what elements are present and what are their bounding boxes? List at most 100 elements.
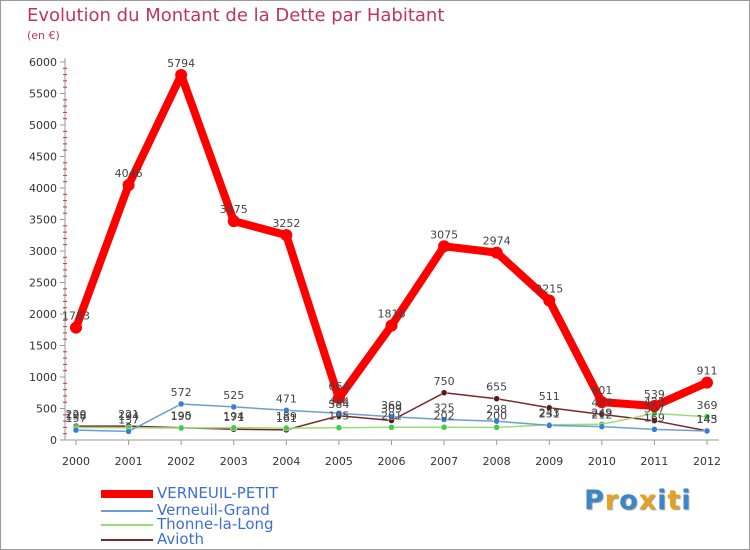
data-label: 307 xyxy=(644,403,665,416)
data-point xyxy=(651,417,658,424)
x-tick-label: 2008 xyxy=(483,455,511,468)
logo-letter: r xyxy=(604,485,620,516)
x-tick-label: 2002 xyxy=(167,455,195,468)
data-point xyxy=(70,321,82,334)
data-label: 1783 xyxy=(62,310,90,323)
data-point xyxy=(440,389,448,396)
x-tick-label: 2010 xyxy=(588,455,616,468)
data-point xyxy=(490,246,503,259)
data-point xyxy=(283,407,290,414)
data-point xyxy=(177,400,185,408)
data-label: 143 xyxy=(697,413,718,426)
data-point xyxy=(598,411,606,418)
data-label: 572 xyxy=(171,386,192,399)
legend-swatch xyxy=(101,490,153,498)
legend-swatch xyxy=(101,524,153,526)
x-tick-label: 2003 xyxy=(220,455,248,468)
x-tick-label: 2001 xyxy=(115,455,143,468)
chart-title: Evolution du Montant de la Dette par Hab… xyxy=(27,5,445,26)
data-label: 189 xyxy=(276,410,297,423)
data-point xyxy=(332,392,345,405)
data-point xyxy=(177,424,185,432)
data-label: 309 xyxy=(381,403,402,416)
data-label: 157 xyxy=(66,412,87,425)
data-label: 190 xyxy=(171,410,192,423)
y-tick-label: 3500 xyxy=(29,214,57,227)
data-label: 911 xyxy=(697,365,718,378)
data-point xyxy=(388,424,395,431)
data-point xyxy=(546,422,553,429)
y-tick-label: 1500 xyxy=(29,340,57,353)
data-label: 525 xyxy=(223,389,244,402)
y-tick-label: 6000 xyxy=(29,56,57,69)
legend-label: Avioth xyxy=(157,530,204,548)
legend-label: Verneuil-Grand xyxy=(157,501,270,519)
data-point xyxy=(493,395,500,402)
data-label: 243 xyxy=(539,407,560,420)
x-tick-label: 2007 xyxy=(430,455,458,468)
data-label: 171 xyxy=(223,411,244,424)
data-label: 407 xyxy=(591,396,612,409)
data-point xyxy=(493,417,500,425)
y-tick-label: 4500 xyxy=(29,151,57,164)
data-point xyxy=(651,426,658,433)
data-label: 2974 xyxy=(483,235,511,248)
data-label: 145 xyxy=(697,413,718,426)
data-point xyxy=(72,426,80,434)
data-point xyxy=(230,403,237,411)
data-label: 3475 xyxy=(220,203,248,216)
data-point xyxy=(388,413,395,421)
data-label: 601 xyxy=(591,384,612,397)
data-point xyxy=(493,424,500,431)
data-label: 137 xyxy=(118,413,139,426)
data-point xyxy=(175,68,188,81)
logo-letter: t xyxy=(667,485,682,516)
logo-letter: P xyxy=(584,485,605,516)
x-tick-label: 2009 xyxy=(535,455,563,468)
data-label: 200 xyxy=(486,409,507,422)
data-point xyxy=(546,404,553,412)
y-tick-label: 0 xyxy=(50,434,57,447)
y-tick-label: 4000 xyxy=(29,182,57,195)
x-tick-label: 2005 xyxy=(325,455,353,468)
logo-letter: i xyxy=(657,485,668,516)
data-label: 220 xyxy=(66,408,87,421)
x-tick-label: 2004 xyxy=(272,455,300,468)
data-label: 750 xyxy=(434,375,455,388)
logo-letter: o xyxy=(619,485,639,516)
legend-label: VERNEUIL-PETIT xyxy=(157,484,279,502)
data-label: 194 xyxy=(223,410,244,423)
data-label: 5794 xyxy=(167,57,195,70)
data-label: 231 xyxy=(539,407,560,420)
data-point xyxy=(648,400,661,413)
data-label: 298 xyxy=(486,403,507,416)
data-point xyxy=(122,179,135,192)
data-label: 249 xyxy=(591,406,612,419)
data-label: 198 xyxy=(66,410,87,423)
data-label: 655 xyxy=(486,381,507,394)
data-point xyxy=(280,229,293,242)
data-label: 369 xyxy=(381,399,402,412)
chart-subtitle: (en €) xyxy=(27,29,60,42)
data-label: 194 xyxy=(118,410,139,423)
data-point xyxy=(125,428,132,435)
data-label: 3252 xyxy=(272,217,300,230)
legend-swatch xyxy=(101,539,153,541)
data-point xyxy=(335,410,343,417)
data-point xyxy=(283,424,290,432)
data-label: 664 xyxy=(328,380,349,393)
data-label: 3075 xyxy=(430,228,458,241)
data-point xyxy=(440,424,448,431)
data-label: 369 xyxy=(697,399,718,412)
data-label: 471 xyxy=(276,392,297,405)
data-point xyxy=(701,376,713,389)
x-tick-label: 2012 xyxy=(693,455,721,468)
data-point xyxy=(440,416,448,423)
y-tick-label: 1000 xyxy=(29,371,57,384)
data-point xyxy=(230,424,237,432)
data-label: 4046 xyxy=(115,167,143,180)
data-label: 325 xyxy=(434,402,455,415)
data-label: 2215 xyxy=(535,282,563,295)
